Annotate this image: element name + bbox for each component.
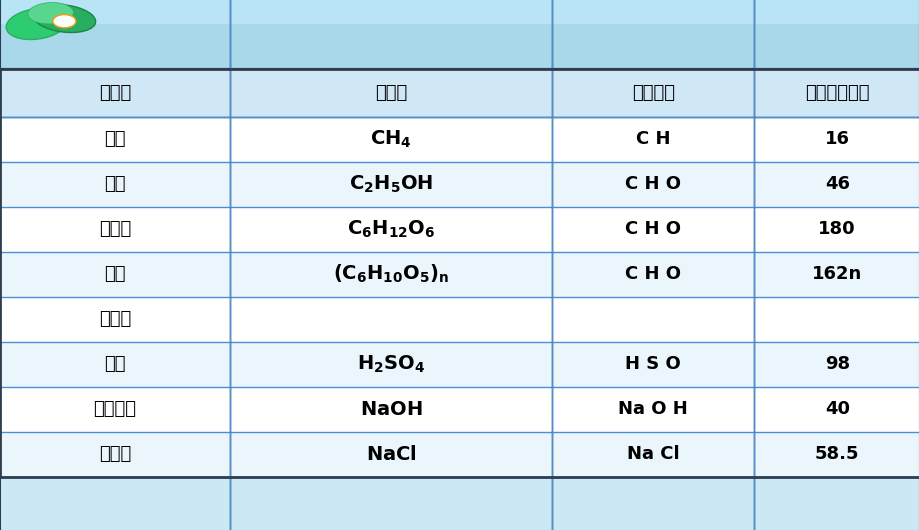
Text: 氯化钠: 氯化钠	[98, 446, 131, 463]
Text: H S O: H S O	[625, 356, 680, 373]
Text: 氢氧化钠: 氢氧化钠	[94, 401, 136, 418]
Bar	[0, 342, 919, 387]
Bar	[0, 432, 919, 477]
Text: 相对分子质量: 相对分子质量	[804, 84, 868, 102]
Text: $\mathbf{C_6H_{12}O_6}$: $\mathbf{C_6H_{12}O_6}$	[346, 218, 435, 240]
Text: 化学式: 化学式	[374, 84, 407, 102]
Text: $\mathbf{CH_4}$: $\mathbf{CH_4}$	[369, 128, 412, 150]
Text: 葡萄糖: 葡萄糖	[98, 220, 131, 238]
Bar	[0, 207, 919, 252]
Text: $\mathbf{(C_6H_{10}O_5)_n}$: $\mathbf{(C_6H_{10}O_5)_n}$	[333, 263, 448, 286]
Text: 硫酸: 硫酸	[104, 356, 126, 373]
FancyBboxPatch shape	[0, 0, 919, 69]
Text: 乙醇: 乙醇	[104, 175, 126, 193]
Ellipse shape	[28, 3, 74, 24]
Text: 40: 40	[823, 401, 849, 418]
Text: 淀粉: 淀粉	[104, 266, 126, 283]
Text: Na O H: Na O H	[618, 401, 687, 418]
Text: $\mathbf{H_2SO_4}$: $\mathbf{H_2SO_4}$	[357, 354, 425, 375]
Bar	[0, 252, 919, 297]
Bar	[0, 117, 919, 162]
Text: 组成元素: 组成元素	[631, 84, 674, 102]
Ellipse shape	[6, 8, 67, 40]
Text: C H: C H	[635, 130, 670, 148]
Text: C H O: C H O	[625, 175, 680, 193]
Text: 46: 46	[823, 175, 849, 193]
Ellipse shape	[33, 5, 96, 32]
Ellipse shape	[52, 15, 75, 28]
Text: 162n: 162n	[811, 266, 861, 283]
Bar	[0, 162, 919, 207]
Text: $\mathbf{NaOH}$: $\mathbf{NaOH}$	[359, 400, 422, 419]
Text: $\mathbf{NaCl}$: $\mathbf{NaCl}$	[365, 445, 416, 464]
FancyBboxPatch shape	[0, 0, 919, 24]
Bar	[0, 69, 919, 117]
Text: 甲烷: 甲烷	[104, 130, 126, 148]
Bar	[0, 297, 919, 342]
Text: $\mathbf{C_2H_5OH}$: $\mathbf{C_2H_5OH}$	[348, 173, 433, 195]
Text: 58.5: 58.5	[814, 446, 858, 463]
Text: 98: 98	[823, 356, 849, 373]
Bar	[0, 69, 919, 477]
Text: C H O: C H O	[625, 266, 680, 283]
Text: Na Cl: Na Cl	[626, 446, 679, 463]
Text: 蛋白质: 蛋白质	[98, 311, 131, 328]
Text: 180: 180	[818, 220, 855, 238]
Bar	[0, 387, 919, 432]
Text: C H O: C H O	[625, 220, 680, 238]
Text: 化合物: 化合物	[98, 84, 131, 102]
Text: 16: 16	[823, 130, 849, 148]
